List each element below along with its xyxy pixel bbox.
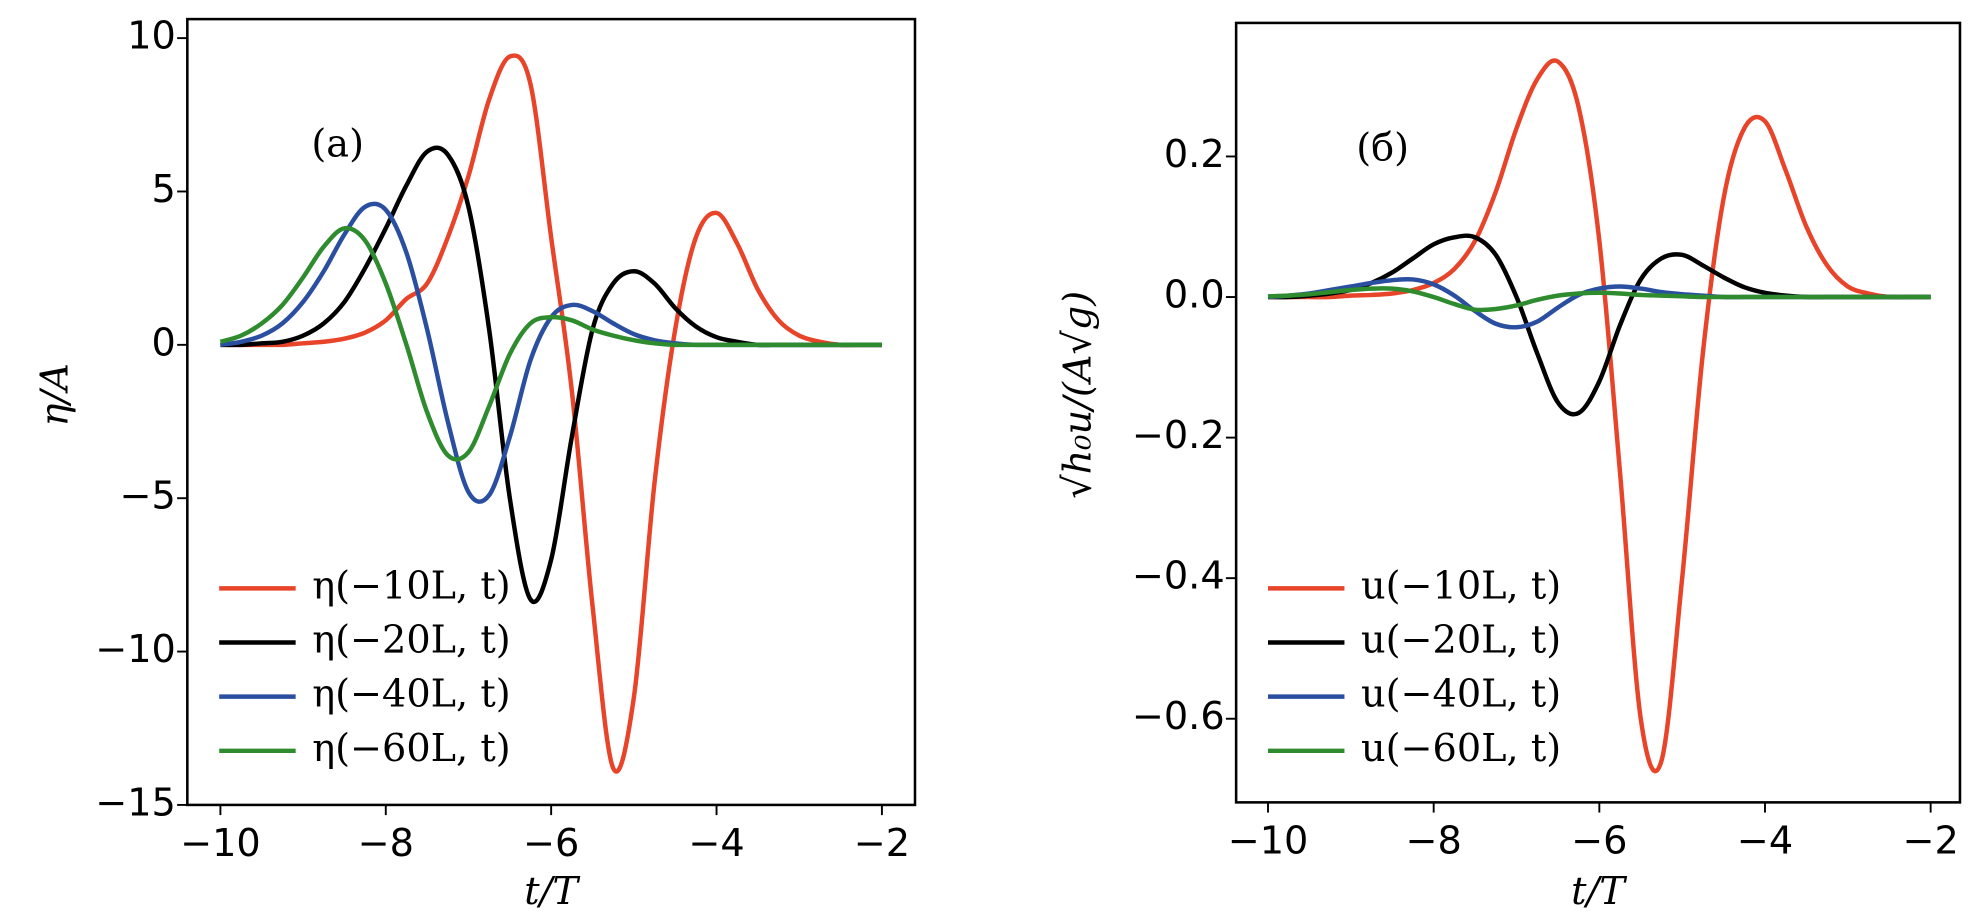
- annotation: (б): [1356, 126, 1409, 170]
- x-tick-label: −8: [1406, 820, 1462, 864]
- x-tick-label: −6: [523, 822, 579, 866]
- x-axis-label: t/T: [1571, 870, 1627, 914]
- y-axis-label: η/A: [33, 363, 77, 426]
- y-tick-label: −5: [120, 475, 176, 519]
- x-tick-label: −2: [854, 822, 910, 866]
- data-line: [1268, 233, 1931, 417]
- x-axis-label: t/T: [524, 870, 580, 914]
- y-tick-label: −15: [95, 781, 176, 825]
- data-line: [1267, 286, 1931, 313]
- x-tick-label: −4: [688, 822, 744, 866]
- data-line: [220, 145, 882, 604]
- legend-label: η(−20L, t): [312, 619, 510, 663]
- legend-label: u(−20L, t): [1361, 619, 1561, 663]
- y-axis-label: √h₀u/(A√g): [1057, 291, 1101, 499]
- x-tick-label: −8: [358, 822, 414, 866]
- y-tick-label: −0.4: [1132, 555, 1225, 599]
- plot-frame: [1234, 21, 1962, 804]
- y-tick-label: −10: [95, 628, 176, 672]
- y-tick-label: 10: [127, 15, 176, 59]
- legend-label: u(−60L, t): [1361, 727, 1561, 771]
- legend-label: u(−10L, t): [1361, 564, 1561, 608]
- y-tick-label: −0.2: [1132, 414, 1225, 458]
- x-tick-label: −10: [1228, 820, 1309, 864]
- legend-label: η(−10L, t): [312, 564, 510, 608]
- y-tick-label: 0.2: [1164, 133, 1225, 177]
- x-tick-label: −6: [1571, 820, 1627, 864]
- legend-label: η(−60L, t): [312, 727, 510, 771]
- legend-label: u(−40L, t): [1361, 673, 1561, 717]
- data-line: [1268, 58, 1931, 774]
- legend-label: η(−40L, t): [312, 673, 510, 717]
- y-tick-label: −0.6: [1132, 695, 1225, 739]
- x-tick-label: −2: [1902, 820, 1958, 864]
- x-tick-label: −10: [180, 822, 261, 866]
- plot-frame: [186, 17, 917, 807]
- annotation: (a): [311, 122, 364, 166]
- data-line: [220, 53, 882, 774]
- x-tick-label: −4: [1737, 820, 1793, 864]
- y-tick-label: 0.0: [1164, 274, 1225, 318]
- y-tick-label: 5: [152, 168, 176, 212]
- y-tick-label: 0: [152, 321, 176, 365]
- data-line: [219, 225, 882, 462]
